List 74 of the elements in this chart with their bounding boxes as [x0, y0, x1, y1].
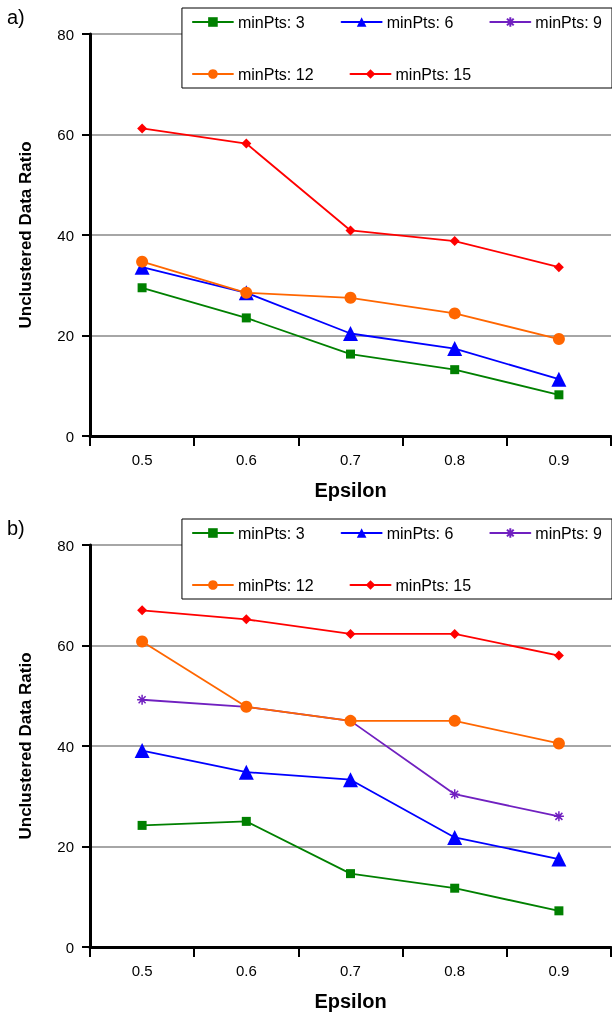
y-tick-label: 40 [57, 737, 74, 755]
point [343, 325, 358, 341]
y-tick-label: 20 [57, 838, 74, 855]
point [136, 635, 149, 648]
legend-label: minPts: 12 [237, 576, 314, 594]
point [554, 906, 564, 916]
point [450, 365, 460, 375]
point [552, 737, 565, 750]
legend-label: minPts: 9 [535, 524, 603, 542]
point [241, 614, 252, 625]
legend-label: minPts: 6 [386, 13, 454, 31]
x-tick-label: 0.9 [548, 962, 570, 979]
y-axis-title: Unclustered Data Ratio [16, 652, 35, 840]
y-tick-label: 80 [57, 25, 74, 43]
point [238, 764, 254, 780]
y-tick-label: 0 [65, 427, 74, 445]
legend-label: minPts: 6 [386, 524, 454, 542]
point [136, 694, 148, 706]
point [241, 816, 251, 826]
point [343, 772, 358, 788]
point [136, 255, 149, 268]
point [137, 605, 148, 616]
point [137, 283, 147, 293]
point [448, 788, 461, 800]
y-tick-label: 20 [57, 327, 74, 344]
point [346, 349, 355, 359]
point [448, 714, 461, 727]
x-tick-label: 0.7 [340, 962, 361, 979]
legend-label: minPts: 9 [535, 13, 603, 31]
point [344, 291, 357, 304]
legend-label: minPts: 15 [395, 576, 472, 594]
x-tick-label: 0.8 [444, 962, 466, 979]
legend-label: minPts: 3 [237, 524, 305, 542]
x-tick-label: 0.5 [131, 962, 153, 979]
point [241, 313, 251, 323]
point [447, 829, 463, 845]
x-tick-label: 0.8 [444, 451, 466, 468]
legend-label: minPts: 12 [237, 65, 314, 83]
point [553, 810, 565, 823]
x-tick-label: 0.6 [235, 451, 257, 468]
point [551, 851, 567, 867]
y-tick-label: 40 [57, 226, 74, 244]
y-tick-label: 60 [57, 637, 74, 654]
x-tick-label: 0.6 [235, 962, 257, 979]
point [447, 341, 463, 357]
x-axis-title: Epsilon [314, 990, 387, 1012]
x-tick-label: 0.9 [548, 451, 570, 468]
point [554, 390, 564, 400]
chart-title: b) [7, 517, 25, 539]
x-axis-title: Epsilon [314, 479, 387, 501]
point [450, 883, 460, 893]
legend-label: minPts: 3 [237, 13, 305, 31]
x-tick-label: 0.7 [340, 451, 361, 468]
point [449, 236, 460, 247]
point [551, 371, 567, 387]
point [552, 333, 565, 346]
point [449, 628, 460, 639]
legend-label: minPts: 15 [395, 65, 472, 83]
point [346, 869, 355, 879]
point [448, 307, 461, 320]
point [134, 743, 150, 759]
y-tick-label: 60 [57, 126, 74, 143]
point [345, 628, 356, 639]
point [553, 650, 564, 661]
chart-title: a) [7, 6, 25, 28]
x-tick-label: 0.5 [131, 451, 153, 468]
y-tick-label: 0 [65, 938, 74, 956]
point [345, 225, 356, 236]
point [553, 262, 564, 273]
y-axis-title: Unclustered Data Ratio [16, 141, 35, 329]
point [137, 123, 148, 134]
point [241, 138, 252, 149]
point [137, 820, 147, 830]
y-tick-label: 80 [57, 536, 74, 554]
